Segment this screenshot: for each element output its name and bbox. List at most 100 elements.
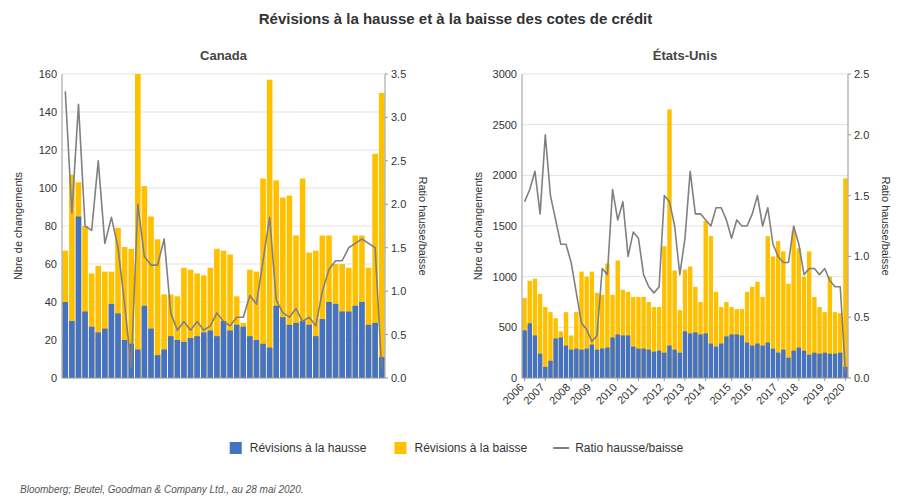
chart-title: Révisions à la hausse et à la baisse des… [259, 10, 653, 27]
y2-tick-label: 1.5 [391, 242, 406, 254]
bar-series [522, 323, 847, 378]
y2-tick-label: 0.5 [854, 311, 869, 323]
bar-series [62, 74, 384, 378]
bar [678, 310, 682, 378]
x-tick [524, 378, 525, 381]
bar [221, 251, 227, 378]
bar [828, 354, 832, 378]
bar [647, 350, 651, 378]
bar [528, 281, 532, 378]
bar [595, 350, 599, 378]
bar [662, 246, 666, 378]
bar [538, 294, 542, 378]
legend-swatch [553, 447, 569, 449]
x-tick-label: 2019 [800, 381, 826, 407]
bar [698, 302, 702, 378]
bar [142, 306, 148, 378]
x-tick-label: 2007 [521, 381, 547, 407]
y2-tick-label: 1.5 [854, 190, 869, 202]
plot-marks [62, 74, 384, 378]
bar-series [62, 217, 384, 379]
bar [672, 271, 676, 378]
bar [719, 344, 723, 378]
bar [533, 335, 537, 378]
chart-panel: États-Unis0500100015002000250030000.00.5… [472, 48, 892, 407]
bar [667, 109, 671, 378]
bar [605, 263, 609, 378]
bar [273, 306, 279, 378]
bar [175, 296, 181, 378]
bar [626, 335, 630, 378]
bar [148, 217, 154, 379]
y2-axis-title: Ratio hausse/baisse [880, 176, 892, 275]
bar [812, 353, 816, 378]
x-tick [685, 378, 686, 381]
bar [234, 296, 240, 378]
bar [672, 350, 676, 378]
x-tick-label: 2008 [547, 381, 573, 407]
bar [76, 182, 82, 378]
bar [267, 348, 273, 378]
bar [102, 272, 108, 378]
bar [188, 270, 194, 378]
bar [313, 336, 319, 378]
bar [366, 325, 372, 378]
x-tick-label: 2006 [500, 381, 526, 407]
bar [703, 221, 707, 378]
bar [574, 312, 578, 378]
bar [234, 325, 240, 378]
bar [240, 323, 246, 378]
x-tick [778, 378, 779, 381]
bar [254, 340, 260, 378]
bar [771, 349, 775, 378]
y2-tick-label: 2.0 [391, 198, 406, 210]
bar [553, 338, 557, 378]
y2-axis-title: Ratio hausse/baisse [417, 176, 429, 275]
bar [590, 272, 594, 378]
y2-tick-label: 0.0 [854, 372, 869, 384]
bar [709, 236, 713, 378]
bar [781, 350, 785, 378]
ratio-line [65, 91, 381, 369]
y-axis-title: Nbre de changements [472, 171, 484, 280]
bar [346, 268, 352, 378]
bar [339, 312, 345, 379]
grid-line [522, 124, 848, 125]
bar [359, 236, 365, 379]
bar [181, 342, 187, 378]
bar [161, 350, 167, 379]
y2-axis-line [848, 74, 849, 378]
bar [683, 270, 687, 378]
bar [522, 298, 526, 378]
bar [750, 346, 754, 378]
bar [142, 186, 148, 378]
bar [372, 154, 378, 378]
bar [755, 344, 759, 378]
bar [781, 251, 785, 378]
legend-item: Révisions à la hausse [230, 441, 367, 455]
bar [817, 354, 821, 378]
bar [293, 236, 299, 379]
bar [300, 321, 306, 378]
bar [564, 346, 568, 378]
bar [300, 179, 306, 379]
y-tick-label: 160 [39, 68, 57, 80]
x-tick-label: 2014 [681, 381, 707, 407]
x-tick-label: 2013 [661, 381, 687, 407]
y-tick-label: 140 [39, 106, 57, 118]
x-axis-line [62, 378, 385, 379]
grid-line [62, 74, 385, 75]
bar [366, 268, 372, 378]
bar [621, 335, 625, 378]
bar [548, 361, 552, 378]
chart-subtitle: Canada [200, 48, 248, 63]
bar [82, 226, 88, 378]
bar [569, 350, 573, 378]
bar [221, 321, 227, 378]
y-tick-label: 0 [51, 372, 57, 384]
bar [240, 327, 246, 378]
bar [657, 351, 661, 378]
bar [678, 353, 682, 378]
y-tick-label: 1500 [493, 220, 517, 232]
bar [817, 307, 821, 378]
